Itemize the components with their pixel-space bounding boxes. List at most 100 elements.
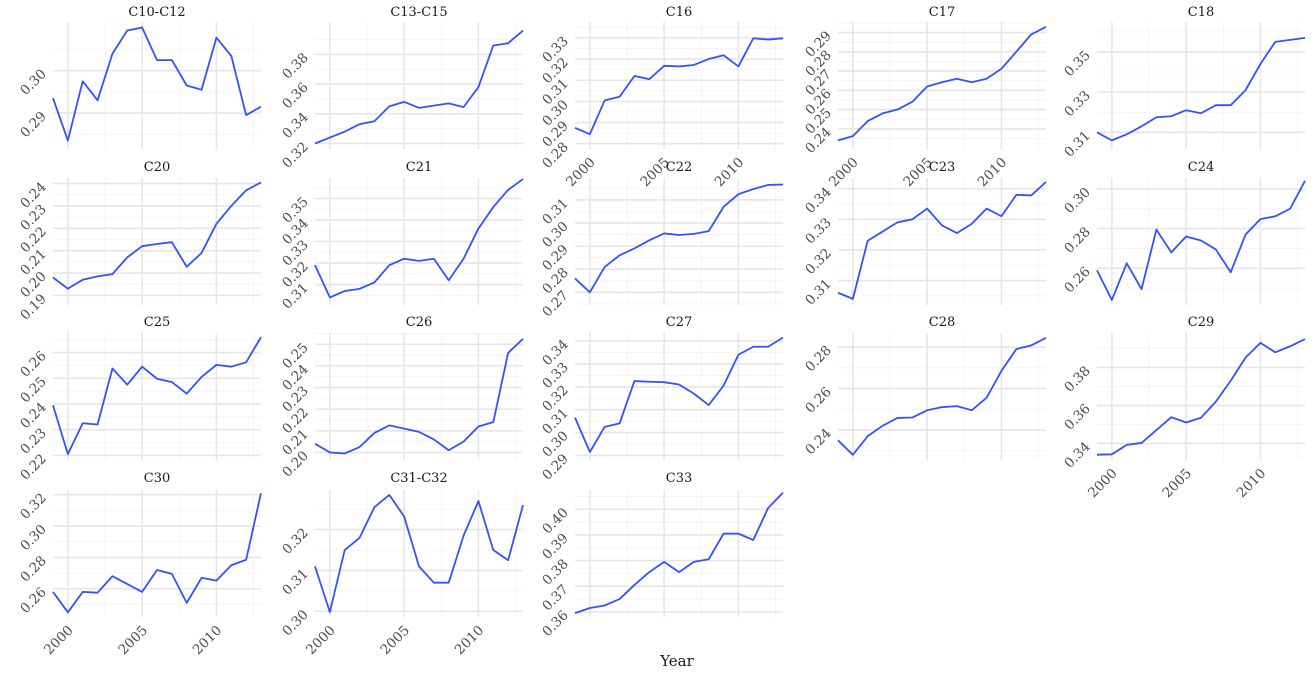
panel: C18 0.31 0.33 0.35 [1061,5,1306,161]
panel-title: C20 [144,160,171,175]
y-tick-label: 0.25 [17,374,50,407]
y-tick-label: 0.36 [279,80,312,113]
y-tick-label: 0.37 [539,582,572,615]
y-tick-label: 0.36 [1061,401,1094,434]
series-line [314,29,524,145]
y-tick-label: 0.28 [17,553,50,586]
panel-title: C10-C12 [128,5,185,20]
y-tick-label: 0.30 [17,66,50,99]
y-tick-label: 0.38 [1061,363,1094,396]
panel: C33 0.360.370.380.390.40 [539,471,784,640]
panel-title: C22 [666,160,693,175]
x-tick-label: 2010 [190,623,226,659]
y-tick-label: 0.24 [17,399,50,432]
panel-title: C25 [144,315,171,330]
panel-title: C21 [406,160,433,175]
series-line [1096,180,1306,301]
panel: C13-C15 0.320.340.360.38 [279,5,524,172]
series-line [837,336,1047,456]
y-tick-label: 0.32 [279,139,312,172]
y-tick-label: 0.38 [279,50,312,83]
series-line [52,336,262,455]
x-axis-title: Year [659,652,694,670]
x-tick-label: 2000 [1085,466,1121,502]
series-line [574,183,784,294]
series-line [314,178,524,299]
series-line [837,181,1047,300]
x-tick-label: 2000 [41,623,77,659]
x-tick-label: 2010 [712,155,748,191]
y-tick-label: 0.29 [539,451,572,484]
x-tick-label: 2005 [377,623,413,659]
x-tick-label: 2005 [1159,466,1195,502]
x-tick-label: 2000 [826,155,862,191]
y-tick-label: 0.34 [1061,439,1094,472]
panel-title: C27 [666,315,693,330]
panel-title: C13-C15 [390,5,447,20]
panel: C31-C32 0.30 0.31 0.32 2000 2005 2010 [279,471,524,659]
y-tick-label: 0.26 [1061,264,1094,297]
series-line [52,181,262,290]
panel-title: C30 [144,471,171,486]
panel-title: C28 [929,315,956,330]
panel: C24 0.26 0.28 0.30 [1061,160,1306,305]
x-tick-label: 2010 [975,155,1011,191]
y-tick-label: 0.31 [802,276,835,309]
series-line [574,336,784,453]
y-tick-label: 0.28 [1061,224,1094,257]
y-tick-label: 0.36 [539,607,572,640]
y-tick-label: 0.33 [1061,88,1094,121]
series-line [52,492,262,614]
y-tick-label: 0.27 [539,288,572,321]
x-tick-label: 2005 [115,623,151,659]
y-tick-label: 0.24 [802,425,835,458]
series-line [314,493,524,613]
panel-title: C33 [666,471,693,486]
x-tick-label: 2000 [303,623,339,659]
panel-title: C26 [406,315,433,330]
panel-title: C16 [666,5,693,20]
series-line [1096,338,1306,456]
panel: C25 0.220.230.240.250.26 [17,315,262,484]
series-line [52,26,262,142]
panel: C29 0.34 0.36 0.38 2000 2005 2010 [1061,315,1306,502]
y-tick-label: 0.28 [802,343,835,376]
y-tick-label: 0.39 [539,530,572,563]
x-tick-label: 2010 [1234,466,1270,502]
y-tick-label: 0.31 [1061,128,1094,161]
x-tick-label: 2000 [563,155,599,191]
y-tick-label: 0.26 [17,584,50,617]
panel-title: C17 [929,5,956,20]
series-line [574,491,784,615]
y-tick-label: 0.30 [279,607,312,640]
y-tick-label: 0.32 [279,525,312,558]
panel-title: C23 [929,160,956,175]
y-tick-label: 0.30 [1061,184,1094,217]
panel-title: C18 [1188,5,1215,20]
panel-title: C29 [1188,315,1215,330]
y-tick-label: 0.34 [802,184,835,217]
y-tick-label: 0.26 [17,348,50,381]
y-tick-label: 0.26 [802,384,835,417]
series-line [837,26,1047,142]
y-tick-label: 0.32 [17,490,50,523]
y-tick-label: 0.35 [1061,47,1094,80]
y-tick-label: 0.23 [17,425,50,458]
panel: C10-C12 0.29 0.30 [17,5,262,149]
panels-group: C10-C120.290.30C13-C150.320.340.360.38C1… [17,5,1306,659]
y-tick-label: 0.29 [17,109,50,142]
panel: C28 0.24 0.26 0.28 [802,315,1047,460]
panel-title: C31-C32 [390,471,447,486]
series-line [1096,36,1306,142]
series-line [314,338,524,455]
y-tick-label: 0.33 [802,215,835,248]
panel: C23 0.310.320.330.34 [802,160,1047,309]
y-tick-label: 0.32 [802,245,835,278]
y-tick-label: 0.22 [17,451,50,484]
